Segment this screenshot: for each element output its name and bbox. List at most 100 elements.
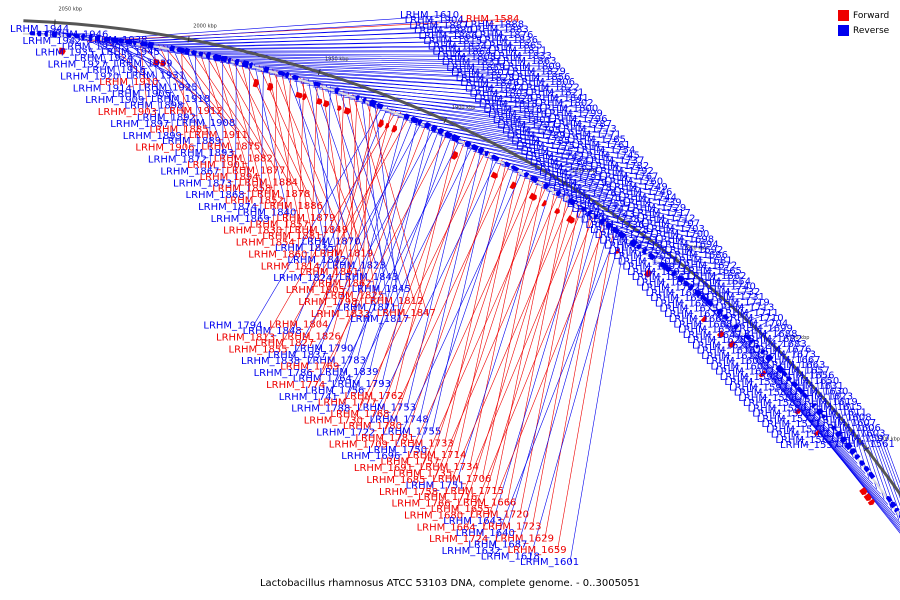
label-leader-line	[453, 206, 584, 516]
gene-label: LRHM_1611	[808, 407, 867, 418]
gene-arrow-reverse	[451, 134, 461, 143]
label-leader-line	[315, 132, 449, 386]
gene-arrow-forward	[153, 58, 160, 66]
gene-label: LRHM_1942	[23, 36, 82, 47]
gene-label: LRHM_1820	[474, 94, 533, 105]
gene-label: LRHM_1795	[502, 125, 561, 136]
gene-label: LRHM_1935	[35, 48, 94, 59]
gene-label: LRHM_1864	[432, 47, 491, 58]
gene-label: LRHM_1835	[275, 243, 334, 254]
gene-arrow-forward	[384, 122, 390, 129]
gene-label: LRHM_1728	[590, 225, 649, 236]
gene-arrow-reverse	[886, 496, 893, 503]
gene-label: LRHM_1772	[539, 167, 598, 178]
gene-label: LRHM_1809	[502, 61, 561, 72]
label-leader-line	[285, 72, 352, 242]
label-leader-line	[361, 96, 388, 308]
gene-arrow-reverse	[612, 226, 621, 235]
genome-caption: Lactobacillus rhamnosus ATCC 53103 DNA, …	[259, 578, 641, 589]
gene-label: LRHM_1793	[332, 379, 391, 390]
label-leader-line	[444, 137, 645, 172]
gene-arrow-reverse	[334, 87, 340, 95]
gene-arrow-reverse	[749, 339, 755, 345]
gene-label: LRHM_1737	[585, 156, 644, 167]
gene-label: LRHM_1817	[350, 314, 409, 325]
gene-label: LRHM_1720	[470, 510, 529, 521]
backbone-tick-label: 2050 kbp	[59, 7, 83, 13]
gene-label: LRHM_1755	[382, 427, 441, 438]
gene-label: LRHM_1743	[576, 209, 635, 220]
gene-label: LRHM_1927	[48, 60, 107, 71]
gene-label: LRHM_1716	[418, 492, 477, 503]
gene-label: LRHM_1734	[420, 462, 479, 473]
gene-label: LRHM_1666	[457, 498, 516, 509]
label-leader-line	[260, 66, 264, 219]
gene-arrow-forward	[813, 430, 820, 436]
gene-arrow-reverse	[648, 252, 656, 261]
gene-arrow-reverse	[431, 124, 438, 133]
label-leader-line	[317, 117, 414, 355]
gene-label: LRHM_1756	[305, 385, 364, 396]
gene-label: LRHM_1764	[293, 374, 352, 385]
gene-label: LRHM_1630	[789, 386, 848, 397]
label-leader-line	[408, 121, 631, 156]
gene-label: LRHM_1899	[123, 131, 182, 142]
gene-label: LRHM_1650	[780, 376, 839, 387]
reverse-swatch-icon	[838, 25, 849, 36]
label-leader-line	[84, 34, 98, 65]
gene-label: LRHM_1619	[799, 397, 858, 408]
label-leader-line	[737, 339, 782, 377]
label-leader-line	[783, 392, 866, 474]
gene-arrow-reverse	[802, 392, 809, 399]
gene-label: LRHM_1877	[226, 165, 285, 176]
gene-label: LRHM_1752	[521, 146, 580, 157]
label-leader-line	[253, 105, 384, 326]
backbone-tick-mark	[562, 180, 567, 186]
gene-label: LRHM_1903	[98, 107, 157, 118]
label-leader-line	[194, 56, 492, 63]
gene-label: LRHM_1852	[225, 196, 284, 207]
gene-label: LRHM_1773	[558, 124, 617, 135]
label-leader-line	[732, 334, 773, 368]
legend-label-forward: Forward	[853, 10, 890, 21]
gene-label: LRHM_1722	[316, 427, 375, 438]
gene-arrow-reverse	[491, 154, 500, 162]
gene-label: LRHM_1710	[725, 313, 784, 324]
gene-label: LRHM_1918	[151, 94, 210, 105]
gene-label: LRHM_1815	[423, 36, 482, 47]
gene-label: LRHM_1719	[711, 297, 770, 308]
gene-label: LRHM_1763	[534, 162, 593, 173]
gene-arrow-reverse	[815, 408, 824, 416]
gene-label: LRHM_1721	[599, 236, 658, 247]
gene-label: LRHM_1885	[150, 124, 209, 135]
gene-arrow-reverse	[868, 472, 876, 480]
gene-label: LRHM_1830	[223, 226, 282, 237]
gene-label: LRHM_1925	[139, 82, 198, 93]
gene-arrow-forward	[252, 78, 259, 88]
label-leader-line	[532, 211, 592, 527]
label-leader-line	[788, 397, 874, 485]
gene-label: LRHM_1708	[609, 246, 668, 257]
gene-arrow-reverse	[437, 127, 445, 136]
gene-label: LRHM_1905	[112, 89, 171, 100]
gene-arrow-reverse	[424, 122, 431, 130]
gene-label: LRHM_1920	[60, 72, 119, 83]
label-leader-line	[391, 170, 524, 457]
gene-label: LRHM_1834	[428, 42, 487, 53]
gene-label: LRHM_1561	[836, 439, 895, 450]
gene-label: LRHM_1884	[239, 177, 298, 188]
label-leader-line	[308, 79, 338, 260]
gene-arrow-forward	[377, 119, 384, 128]
gene-label: LRHM_1607	[817, 418, 876, 429]
label-leader-line	[343, 96, 548, 126]
gene-arrow-forward	[566, 215, 575, 224]
label-leader-line	[600, 224, 710, 245]
gene-label: LRHM_1794	[203, 321, 262, 332]
gene-label: LRHM_1696	[341, 451, 400, 462]
gene-label: LRHM_1911	[189, 130, 248, 141]
gene-label: LRHM_1615	[803, 402, 862, 413]
gene-arrow-forward	[727, 340, 736, 348]
label-leader-line	[755, 360, 817, 415]
gene-label: LRHM_1866	[419, 31, 478, 42]
